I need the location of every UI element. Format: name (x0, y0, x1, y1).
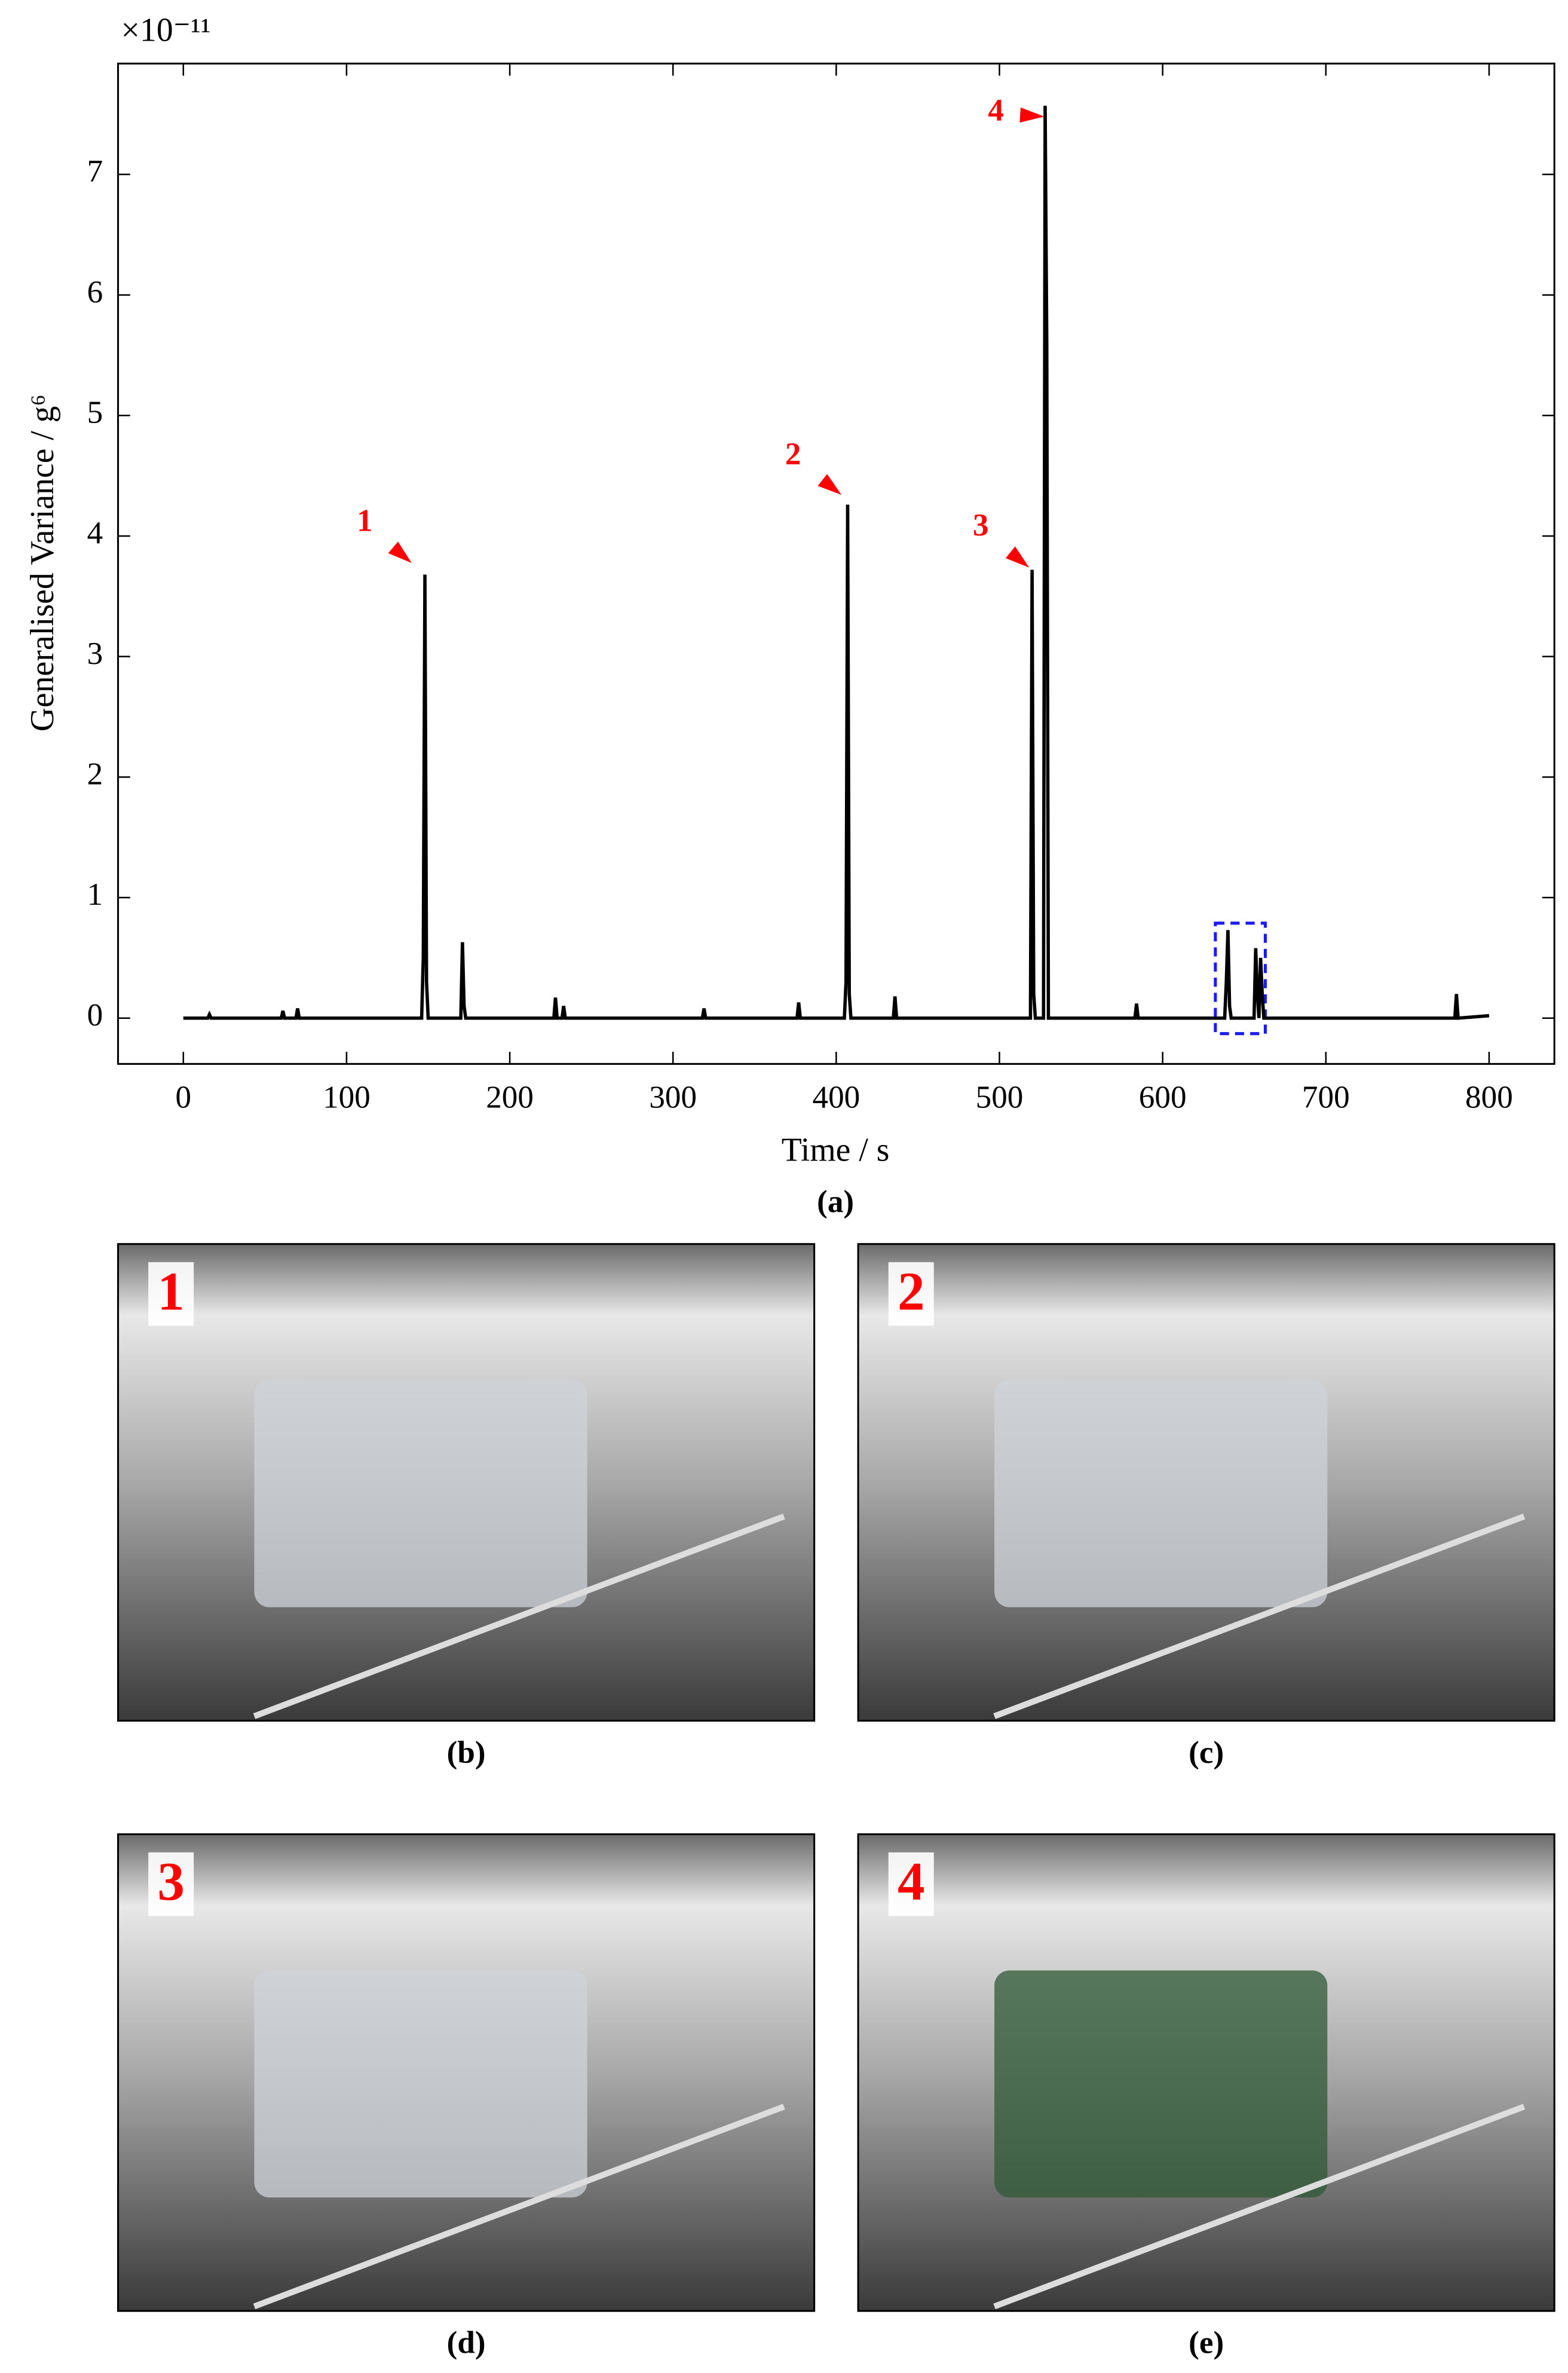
annotation-arrow (1019, 107, 1045, 123)
road-line (993, 1513, 1526, 1719)
data-line (183, 105, 1490, 1020)
annotation-label: 3 (973, 507, 989, 543)
panel-caption: (d) (447, 2325, 486, 2360)
panel-label: 3 (157, 1851, 185, 1912)
x-tick-label: 300 (649, 1079, 697, 1114)
y-tick-label: 7 (87, 154, 103, 189)
label-box (148, 1262, 194, 1326)
x-tick-label: 800 (1465, 1079, 1513, 1114)
truck-shape (254, 1970, 587, 2198)
label-box (888, 1262, 934, 1326)
annotation-label: 1 (357, 503, 373, 538)
y-tick-label: 5 (87, 394, 103, 430)
truck-shape (994, 1970, 1328, 2198)
panel-label: 4 (898, 1851, 925, 1912)
annotation-arrow (1005, 546, 1030, 568)
y-tick-label: 0 (87, 997, 103, 1033)
y-axis-label: Generalised Variance / g⁶ (24, 394, 61, 731)
annotation-label: 4 (988, 93, 1004, 128)
x-tick-label: 500 (976, 1079, 1024, 1114)
truck-shape (994, 1380, 1328, 1607)
x-tick-label: 200 (486, 1079, 534, 1114)
y-tick-label: 1 (87, 877, 103, 912)
label-box (888, 1852, 934, 1916)
x-tick-label: 700 (1302, 1079, 1350, 1114)
truck-shape (254, 1380, 587, 1607)
x-tick-label: 0 (176, 1079, 192, 1114)
road-line (253, 2103, 785, 2310)
panel-label: 2 (898, 1261, 925, 1321)
annotation-arrow (817, 474, 842, 495)
y-tick-label: 4 (87, 515, 103, 550)
panel-caption: (c) (1189, 1735, 1224, 1770)
plot-frame (117, 62, 1555, 1065)
annotation-arrow (388, 541, 412, 564)
panel-caption: (e) (1189, 2325, 1224, 2360)
x-axis-label: Time / s (782, 1132, 890, 1169)
y-tick-label: 6 (87, 274, 103, 310)
road-line (253, 1513, 785, 1719)
x-tick-label: 400 (812, 1079, 860, 1114)
highlight-box (1214, 921, 1267, 1036)
photo (857, 1243, 1555, 1722)
y-tick-label: 3 (87, 636, 103, 671)
label-box (148, 1852, 194, 1916)
photo-panels: 1 (b) 2 (c) 3 (d) 4 (e) (117, 1243, 1555, 2360)
panel-caption: (b) (447, 1735, 486, 1770)
x-tick-label: 100 (323, 1079, 370, 1114)
panel-label: 1 (157, 1261, 185, 1321)
road-line (993, 2103, 1526, 2310)
y-exponent: ×10⁻¹¹ (121, 11, 211, 48)
caption: (a) (817, 1184, 854, 1219)
y-tick-label: 2 (87, 757, 103, 792)
annotation-label: 2 (785, 436, 801, 471)
x-tick-label: 600 (1139, 1079, 1187, 1114)
